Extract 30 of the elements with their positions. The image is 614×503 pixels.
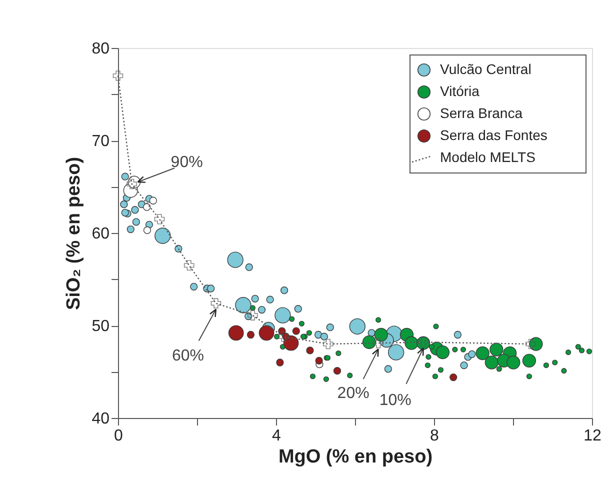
legend-label: Vitória	[440, 83, 480, 99]
point	[154, 214, 165, 224]
point	[112, 70, 124, 81]
x-tick-label: 4	[272, 428, 282, 444]
point	[184, 260, 194, 271]
x-tick-label: 12	[584, 428, 602, 444]
point	[373, 338, 384, 348]
x-axis-title: MgO (% en peso)	[278, 446, 433, 468]
point	[322, 338, 334, 350]
point	[278, 331, 289, 342]
point	[248, 310, 258, 320]
point	[526, 338, 536, 350]
x-tick-label: 8	[430, 428, 440, 444]
annotation: 20%	[337, 385, 370, 402]
y-tick-label: 40	[92, 410, 110, 428]
legend-label: Modelo MELTS	[440, 149, 536, 165]
point	[210, 298, 222, 308]
y-tick-label: 70	[92, 133, 110, 150]
legend-label: Serra Branca	[440, 105, 523, 121]
annotation: 90%	[170, 154, 203, 171]
y-tick-label: 50	[92, 318, 110, 335]
x-tick-label: 0	[114, 428, 124, 444]
annotation: 60%	[172, 347, 204, 364]
annotation: 10%	[379, 392, 412, 410]
y-tick-label: 60	[92, 226, 110, 242]
y-tick-label: 80	[92, 40, 110, 58]
legend-label: Serra das Fontes	[440, 127, 548, 143]
legend-label: Vulcão Central	[440, 61, 532, 77]
point	[126, 178, 137, 190]
y-axis-title: SiO₂ (% en peso)	[64, 156, 85, 310]
